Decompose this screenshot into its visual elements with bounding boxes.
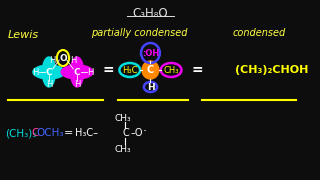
Text: C: C	[30, 128, 37, 138]
Text: H: H	[46, 80, 52, 89]
Text: :OH: :OH	[142, 48, 159, 57]
Text: 3: 3	[25, 126, 30, 132]
Text: OCH₃: OCH₃	[37, 128, 64, 138]
Text: condensed: condensed	[233, 28, 286, 38]
Text: (CH₃)₃: (CH₃)₃	[5, 128, 36, 138]
Text: CH₃: CH₃	[115, 114, 132, 123]
Text: =: =	[192, 63, 203, 77]
Text: CH₃: CH₃	[164, 66, 179, 75]
Text: (CH₃): (CH₃)	[5, 128, 33, 138]
Text: Lewis: Lewis	[8, 30, 39, 40]
Text: H: H	[33, 68, 39, 76]
Text: partially condensed: partially condensed	[91, 28, 188, 38]
Ellipse shape	[61, 65, 93, 79]
Text: H₃C–: H₃C–	[75, 128, 98, 138]
Text: (CH₃)₂CHOH: (CH₃)₂CHOH	[235, 65, 308, 75]
Text: =: =	[64, 128, 73, 138]
Text: H: H	[50, 55, 56, 64]
Text: C₃H₈O: C₃H₈O	[132, 7, 168, 20]
Text: C: C	[45, 68, 52, 76]
Ellipse shape	[70, 57, 84, 87]
Text: H₃C: H₃C	[122, 66, 138, 75]
Text: ·: ·	[143, 125, 147, 138]
Text: H: H	[147, 82, 154, 91]
Text: C: C	[31, 128, 38, 138]
Text: OCH₃: OCH₃	[36, 128, 64, 138]
Ellipse shape	[42, 57, 55, 87]
Text: C: C	[147, 65, 154, 75]
Text: =: =	[102, 63, 114, 77]
Text: H: H	[70, 55, 76, 64]
Text: C: C	[122, 128, 129, 138]
Text: CH₃: CH₃	[115, 145, 132, 154]
Ellipse shape	[33, 65, 65, 79]
Text: H: H	[87, 68, 93, 76]
Circle shape	[142, 61, 159, 79]
Text: C: C	[74, 68, 80, 76]
Text: –O: –O	[131, 128, 143, 138]
Text: O: O	[59, 53, 67, 62]
Text: H: H	[74, 80, 80, 89]
Bar	[0, 118, 103, 143]
